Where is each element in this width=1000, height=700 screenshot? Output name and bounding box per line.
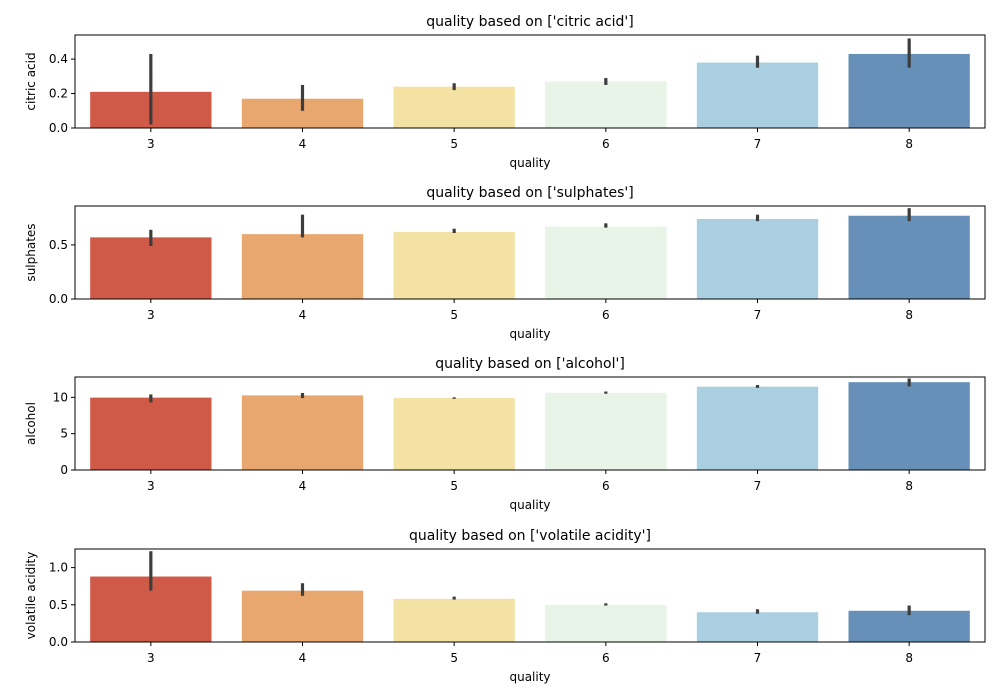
- x-tick-label: 8: [905, 479, 913, 493]
- x-tick-label: 3: [147, 308, 155, 322]
- x-tick-label: 5: [450, 308, 458, 322]
- x-tick-label: 5: [450, 651, 458, 665]
- bar-8: [848, 610, 970, 642]
- bar-4: [241, 590, 364, 642]
- bar-8: [848, 382, 970, 470]
- chart-title: quality based on ['sulphates']: [426, 185, 633, 201]
- bar-6: [545, 81, 667, 128]
- chart-title: quality based on ['alcohol']: [435, 356, 625, 372]
- chart-title: quality based on ['citric acid']: [426, 14, 633, 30]
- bar-5: [393, 231, 515, 299]
- y-tick-label: 0.0: [49, 292, 68, 306]
- bar-5: [393, 398, 515, 470]
- y-axis-label: volatile acidity: [24, 552, 38, 640]
- x-tick-label: 3: [147, 479, 155, 493]
- chart-panel-0: 3 4 5 6 7 8 0.0 0.2 0.4 quality based on ['citric…: [24, 14, 986, 170]
- y-tick-label: 0.5: [49, 238, 68, 252]
- chart-panel-3: 3 4 5 6 7 8 0.0 0.5 1.0 quality based on ['volati…: [24, 528, 986, 684]
- x-tick-label: 8: [905, 137, 913, 151]
- bar-8: [848, 215, 970, 299]
- bar-7: [696, 218, 819, 299]
- x-tick-label: 8: [905, 308, 913, 322]
- y-tick-label: 0.4: [49, 52, 68, 66]
- bar-5: [393, 598, 515, 642]
- bar-3: [90, 237, 212, 299]
- y-axis-label: alcohol: [24, 402, 38, 445]
- chart-panel-1: 3 4 5 6 7 8 0.0 0.5 quality based on ['sulphates…: [24, 185, 986, 341]
- x-tick-label: 4: [299, 651, 307, 665]
- x-tick-label: 4: [299, 308, 307, 322]
- bar-6: [545, 604, 667, 642]
- y-axis-label: sulphates: [24, 223, 38, 281]
- bar-7: [696, 386, 819, 470]
- x-axis-label: quality: [509, 670, 550, 684]
- x-tick-label: 7: [754, 137, 762, 151]
- x-tick-label: 3: [147, 651, 155, 665]
- axes-frame: [74, 548, 986, 643]
- bar-6: [545, 392, 667, 470]
- x-tick-label: 6: [602, 137, 610, 151]
- x-tick-label: 7: [754, 308, 762, 322]
- x-tick-label: 6: [602, 308, 610, 322]
- x-tick-label: 4: [299, 137, 307, 151]
- bar-7: [696, 62, 819, 128]
- y-tick-label: 0: [60, 463, 68, 477]
- bar-7: [696, 612, 819, 642]
- y-tick-label: 0.5: [49, 598, 68, 612]
- y-tick-label: 0.0: [49, 635, 68, 649]
- bar-4: [241, 234, 364, 299]
- axes-frame: [74, 34, 986, 129]
- x-tick-label: 6: [602, 651, 610, 665]
- x-tick-label: 3: [147, 137, 155, 151]
- axes-frame: [74, 376, 986, 471]
- chart-title: quality based on ['volatile acidity']: [409, 528, 651, 544]
- y-tick-label: 1.0: [49, 561, 68, 575]
- chart-panel-2: 3 4 5 6 7 8 0 5 10 quality based on ['alcohol'] qu…: [24, 356, 986, 512]
- x-axis-label: quality: [509, 327, 550, 341]
- y-tick-label: 10: [53, 390, 68, 404]
- bar-3: [90, 397, 212, 470]
- axes-frame: [74, 205, 986, 300]
- y-tick-label: 5: [60, 427, 68, 441]
- y-tick-label: 0.2: [49, 87, 68, 101]
- y-axis-label: citric acid: [24, 52, 38, 110]
- y-tick-label: 0.0: [49, 121, 68, 135]
- x-tick-label: 7: [754, 479, 762, 493]
- x-tick-label: 8: [905, 651, 913, 665]
- x-axis-label: quality: [509, 498, 550, 512]
- x-tick-label: 4: [299, 479, 307, 493]
- x-tick-label: 5: [450, 137, 458, 151]
- bar-5: [393, 86, 515, 128]
- x-axis-label: quality: [509, 156, 550, 170]
- x-tick-label: 7: [754, 651, 762, 665]
- x-tick-label: 5: [450, 479, 458, 493]
- x-tick-label: 6: [602, 479, 610, 493]
- bar-6: [545, 226, 667, 299]
- bar-4: [241, 395, 364, 470]
